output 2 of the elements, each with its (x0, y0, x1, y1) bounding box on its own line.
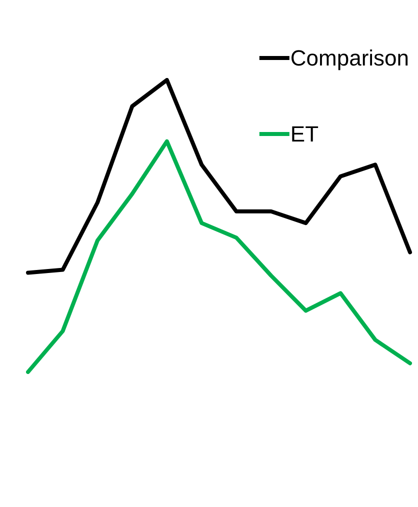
legend-label: Comparison (290, 46, 410, 70)
legend-label: ET (290, 122, 319, 146)
